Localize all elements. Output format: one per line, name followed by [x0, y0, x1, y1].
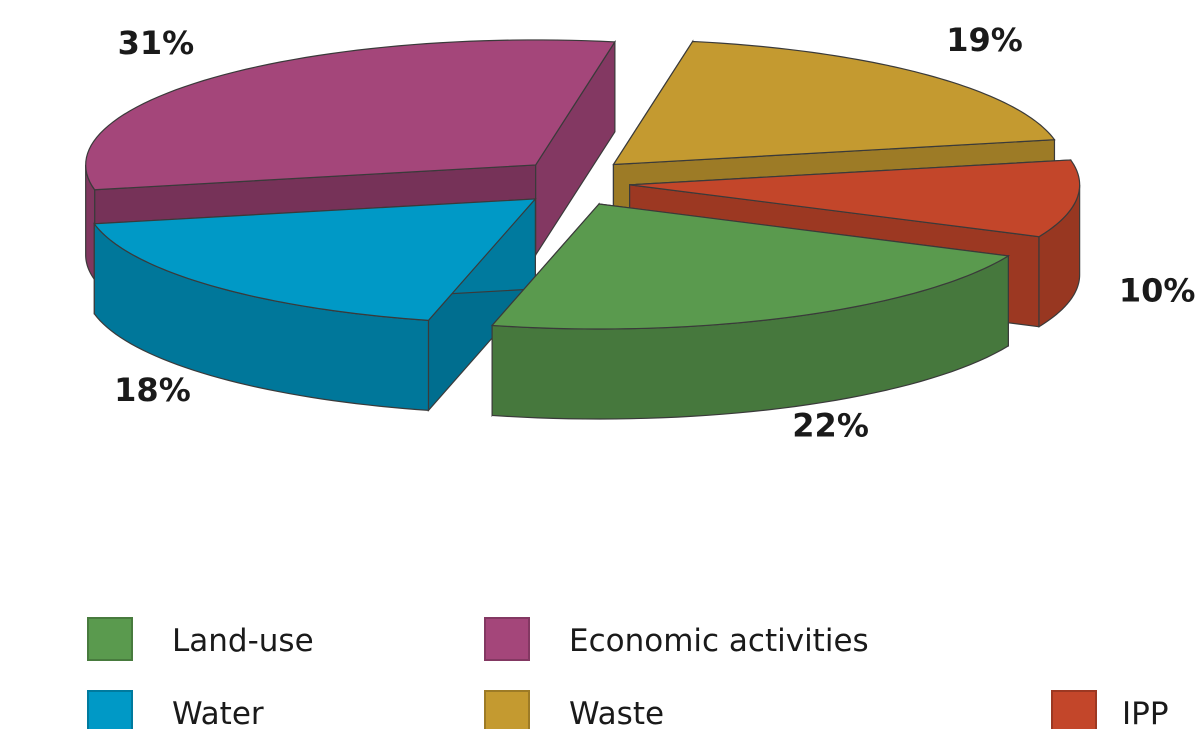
- legend-swatch-land-use: [87, 617, 133, 661]
- legend-item-economic-activities: Economic activities: [484, 617, 869, 661]
- legend-item-land-use: Land-use: [87, 617, 314, 661]
- slice-label-water: 18%: [114, 371, 191, 409]
- legend-item-water: Water: [87, 690, 264, 733]
- legend-label-ipp: IPP: [1122, 696, 1169, 729]
- legend-item-waste: Waste: [484, 690, 664, 733]
- legend-swatch-ipp: [1051, 690, 1097, 733]
- legend: Land-use Economic activities Water Waste IPP: [87, 617, 1169, 733]
- legend-label-waste: Waste: [569, 696, 664, 729]
- slice-land-use: [490, 202, 1011, 420]
- slice-label-waste: 19%: [946, 21, 1023, 59]
- slice-label-economic-activities: 31%: [118, 24, 195, 62]
- slice-top-ipp: [629, 159, 1081, 238]
- slice-water: [93, 197, 537, 412]
- slice-top-economic-activities: [85, 39, 616, 191]
- slice-top-land-use: [490, 203, 1011, 330]
- legend-label-economic-activities: Economic activities: [569, 623, 869, 659]
- legend-label-land-use: Land-use: [172, 623, 314, 659]
- slice-top-water: [93, 198, 537, 321]
- labels-layer: 10% 22% 18% 31% 19%: [114, 21, 1195, 445]
- legend-label-water: Water: [172, 696, 264, 729]
- slices-layer: [85, 39, 1081, 420]
- slice-label-land-use: 22%: [792, 407, 869, 445]
- legend-item-ipp: IPP: [1051, 690, 1169, 733]
- legend-swatch-waste: [484, 690, 530, 733]
- legend-swatch-water: [87, 690, 133, 733]
- slice-top-waste: [612, 40, 1056, 166]
- legend-swatch-economic-activities: [484, 617, 530, 661]
- slice-label-ipp: 10%: [1119, 272, 1196, 310]
